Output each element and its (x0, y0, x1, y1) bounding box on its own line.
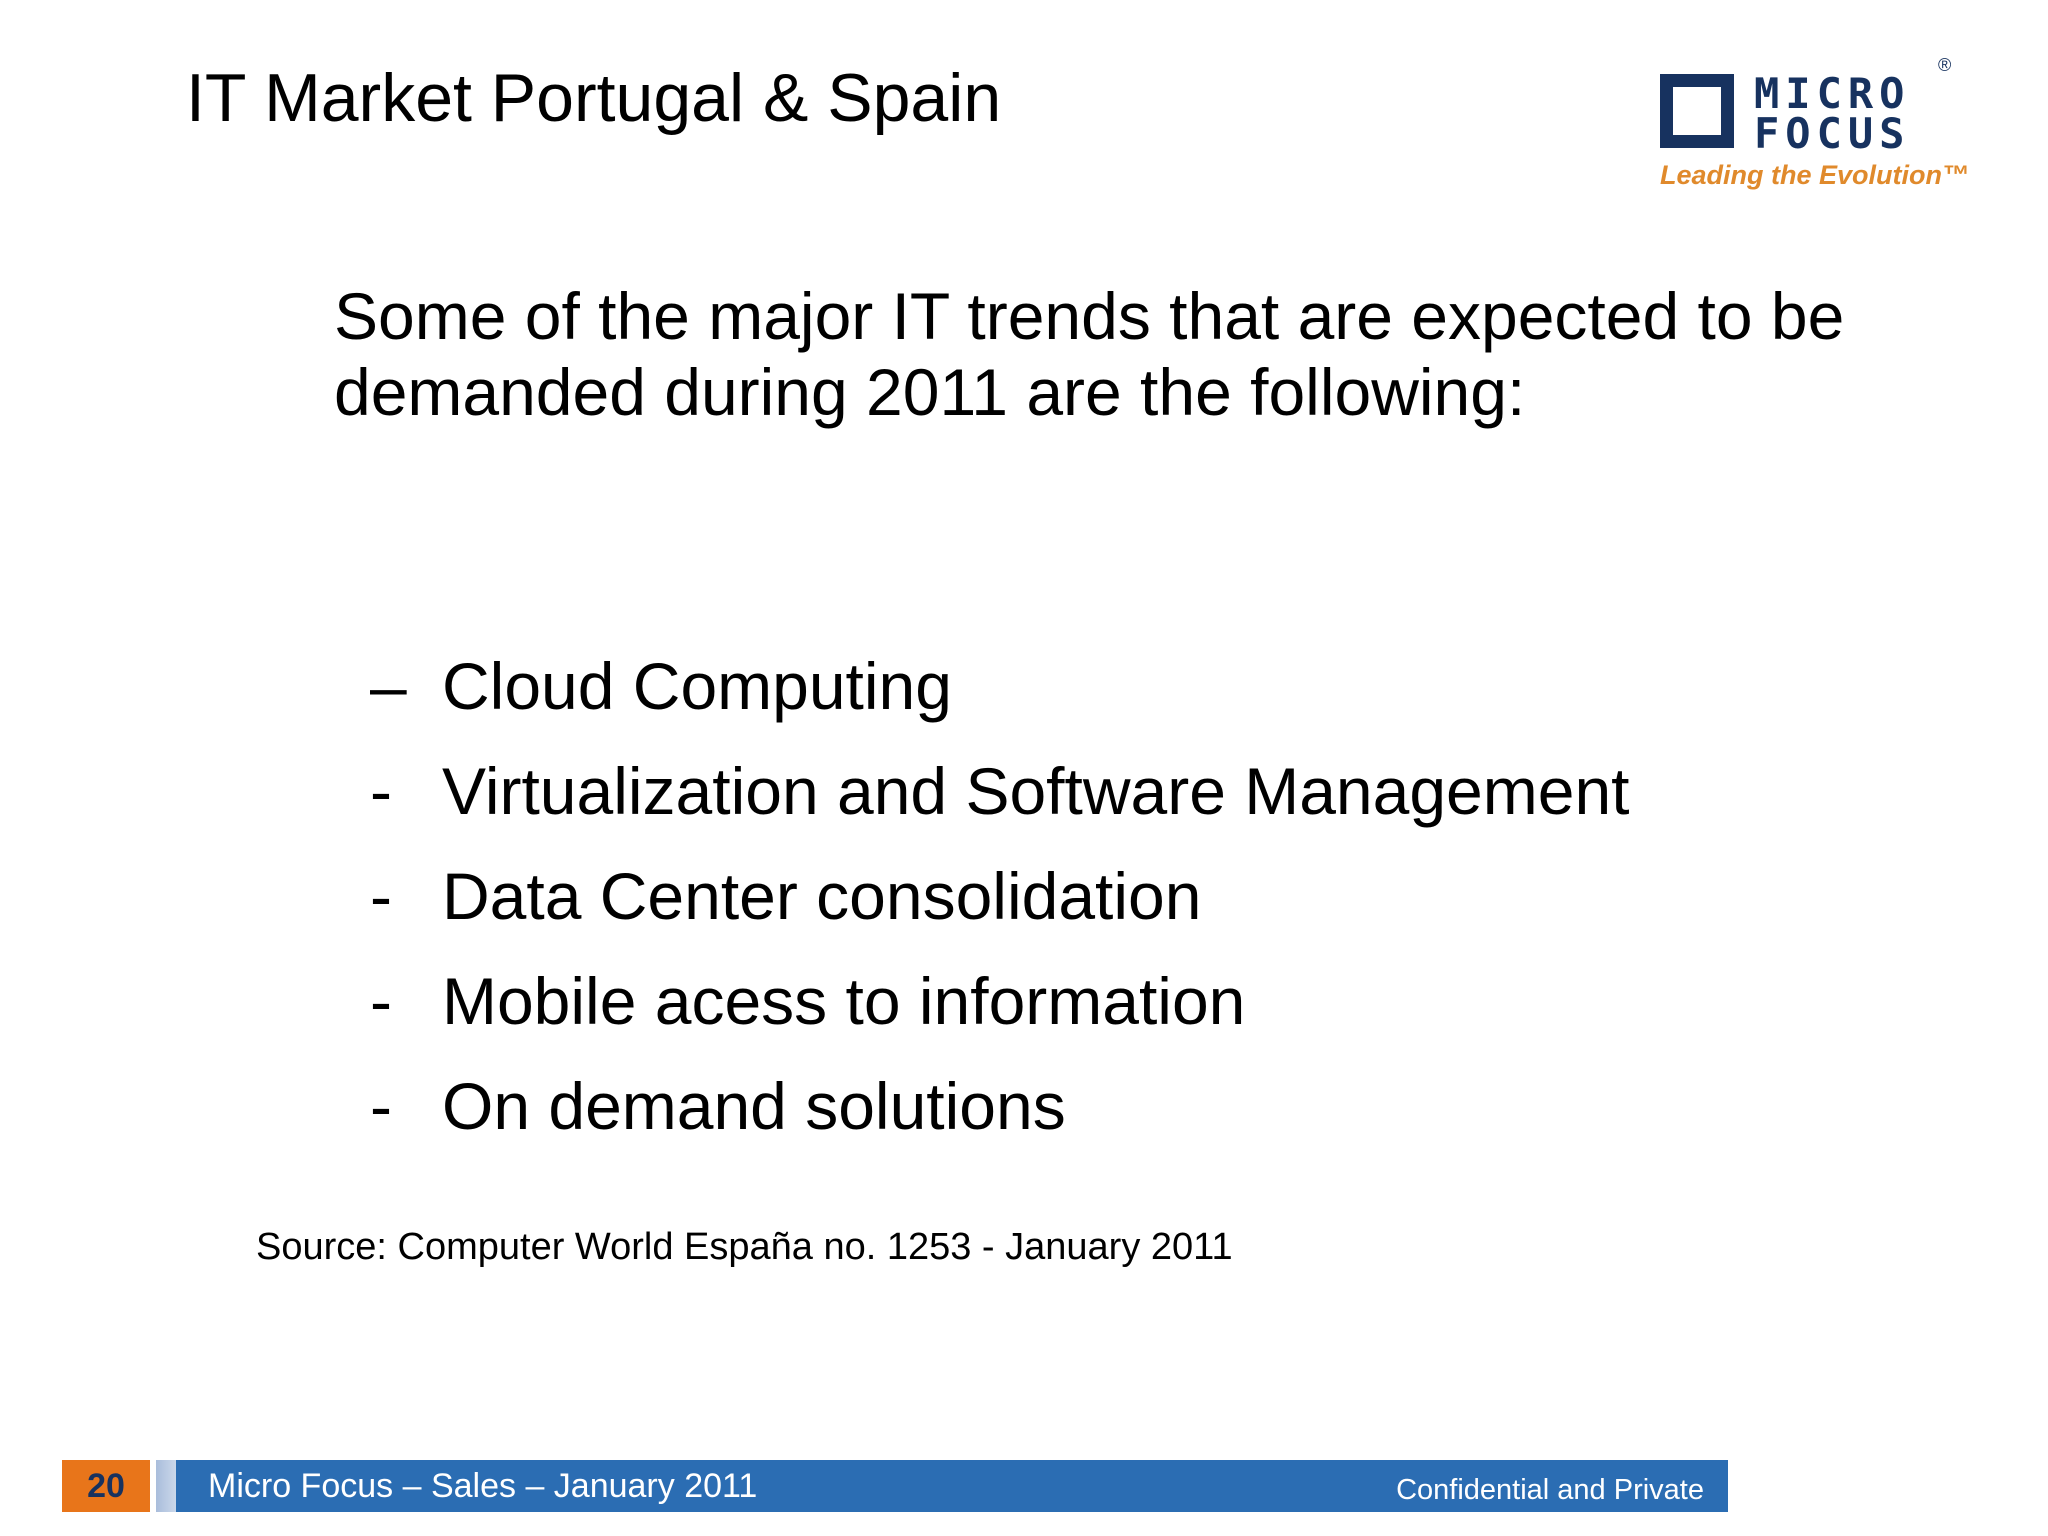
trend-item: - On demand solutions (370, 1066, 1629, 1171)
trend-text: Cloud Computing (442, 649, 952, 723)
logo-registered-mark: ® (1938, 55, 1952, 75)
bullet-dash: - (370, 964, 392, 1038)
bullet-dash: - (370, 859, 392, 933)
slide-title: IT Market Portugal & Spain (186, 60, 1002, 136)
trend-item: - Virtualization and Software Management (370, 751, 1629, 856)
logo-square-icon (1660, 74, 1734, 148)
logo-tagline: Leading the Evolution™ (1660, 160, 1969, 190)
logo-word-focus: FOCUS (1754, 109, 1911, 158)
trend-text: Data Center consolidation (442, 859, 1202, 933)
trend-item: - Data Center consolidation (370, 856, 1629, 961)
footer-presentation-title: Micro Focus – Sales – January 2011 (208, 1467, 758, 1505)
slide-footer: 20 Micro Focus – Sales – January 2011 Co… (0, 1460, 1730, 1512)
footer-divider (156, 1460, 176, 1512)
bullet-dash: - (370, 1069, 392, 1143)
footer-confidential-label: Confidential and Private (1396, 1474, 1704, 1506)
page-number: 20 (62, 1460, 150, 1512)
source-citation: Source: Computer World España no. 1253 -… (256, 1226, 1233, 1268)
intro-paragraph: Some of the major IT trends that are exp… (334, 279, 1845, 429)
trend-list: – Cloud Computing - Virtualization and Sof… (370, 646, 1629, 1171)
trend-text: On demand solutions (442, 1069, 1066, 1143)
bullet-dash: - (370, 754, 392, 828)
trend-text: Virtualization and Software Management (442, 754, 1630, 828)
logo-word-micro: MICRO (1754, 69, 1911, 118)
footer-bar: Micro Focus – Sales – January 2011 Confi… (176, 1460, 1728, 1512)
trend-item: - Mobile acess to information (370, 961, 1629, 1066)
micro-focus-logo: MICRO FOCUS ® Leading the Evolution™ (1660, 56, 1980, 196)
trend-item: – Cloud Computing (370, 646, 1629, 751)
bullet-dash: – (370, 649, 407, 723)
trend-text: Mobile acess to information (442, 964, 1246, 1038)
